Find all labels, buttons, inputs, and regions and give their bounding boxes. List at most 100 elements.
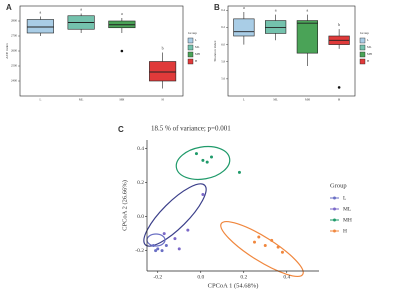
plot-border bbox=[227, 5, 356, 97]
y-tick-label: 6.2 bbox=[221, 25, 225, 29]
legend-title: Group bbox=[360, 31, 369, 35]
y-axis-title: CPCoA 2 (26.66%) bbox=[121, 180, 128, 231]
point bbox=[237, 170, 241, 174]
point bbox=[154, 249, 158, 253]
x-axis-title: CPCoA 1 (54.68%) bbox=[208, 282, 259, 289]
point bbox=[270, 238, 274, 242]
x-tick-label: L bbox=[39, 98, 41, 102]
point bbox=[263, 243, 267, 247]
y-tick-label: 5.6 bbox=[221, 77, 225, 81]
box bbox=[149, 61, 177, 82]
outlier bbox=[120, 49, 124, 53]
legend-title: Group bbox=[188, 31, 197, 35]
y-tick-label: 2500 bbox=[11, 64, 18, 68]
point bbox=[280, 250, 284, 254]
significance-letter: b bbox=[338, 22, 340, 27]
point bbox=[186, 228, 190, 232]
group-ellipse bbox=[175, 145, 231, 181]
y-tick-label: 6.0 bbox=[221, 42, 225, 46]
outlier bbox=[337, 86, 341, 89]
y-tick-label: 2400 bbox=[11, 79, 18, 83]
legend-label: ML bbox=[343, 206, 352, 212]
box bbox=[296, 20, 318, 54]
panel-label: A bbox=[6, 3, 12, 12]
legend-label: MH bbox=[367, 52, 373, 56]
y-tick-label: 2600 bbox=[11, 49, 18, 53]
y-tick-label: 0.4 bbox=[137, 146, 144, 152]
x-tick-label: 0.4 bbox=[283, 274, 290, 280]
box bbox=[233, 18, 255, 37]
legend-label: H bbox=[343, 228, 347, 234]
point bbox=[205, 160, 209, 164]
significance-letter: b bbox=[162, 45, 164, 50]
legend-swatch bbox=[333, 229, 336, 233]
significance-letter: a bbox=[121, 11, 123, 16]
legend-label: H bbox=[195, 59, 198, 63]
legend-swatch bbox=[187, 51, 194, 58]
x-tick-label: MH bbox=[119, 98, 125, 102]
significance-letter: a bbox=[243, 5, 245, 10]
x-tick-label: 0.0 bbox=[197, 274, 204, 280]
y-tick-label: -0.2 bbox=[135, 248, 144, 254]
significance-letter: a bbox=[80, 6, 82, 11]
significance-letter: a bbox=[39, 9, 41, 14]
x-tick-label: MH bbox=[305, 98, 311, 102]
legend-label: ML bbox=[367, 45, 372, 49]
legend-swatch bbox=[187, 37, 194, 44]
point bbox=[160, 249, 164, 253]
legend-swatch bbox=[187, 58, 194, 65]
legend-swatch bbox=[333, 207, 336, 211]
point bbox=[164, 243, 168, 247]
legend-label: L bbox=[195, 38, 197, 42]
point bbox=[201, 158, 205, 162]
point bbox=[276, 245, 280, 249]
point bbox=[210, 155, 213, 159]
legend-title: Group bbox=[330, 182, 347, 189]
y-axis-title: Shannon index bbox=[213, 40, 217, 61]
legend-swatch bbox=[333, 218, 336, 222]
point bbox=[156, 247, 160, 251]
point bbox=[194, 152, 198, 156]
point bbox=[253, 240, 256, 244]
legend-swatch bbox=[359, 58, 366, 65]
point bbox=[177, 247, 181, 251]
legend-label: MH bbox=[343, 217, 352, 223]
panel-label: C bbox=[118, 125, 124, 134]
point bbox=[151, 243, 155, 247]
y-tick-label: 5.8 bbox=[221, 59, 225, 63]
legend-label: L bbox=[367, 38, 369, 42]
legend-swatch bbox=[359, 44, 366, 51]
y-tick-label: 6.4 bbox=[221, 8, 225, 12]
panel-label: B bbox=[214, 3, 220, 12]
legend-swatch bbox=[359, 51, 366, 58]
point bbox=[162, 232, 166, 236]
x-tick-label: ML bbox=[79, 98, 84, 102]
legend-swatch bbox=[359, 37, 366, 44]
legend-label: H bbox=[367, 59, 370, 63]
chart-title: 18.5 % of variance; p=0.001 bbox=[151, 125, 231, 133]
y-axis-title: ACE index bbox=[5, 43, 9, 59]
x-tick-label: ML bbox=[273, 98, 278, 102]
x-tick-label: -0.2 bbox=[153, 274, 162, 280]
group-ellipse bbox=[220, 221, 304, 277]
significance-letter: a bbox=[306, 7, 308, 12]
x-tick-label: H bbox=[338, 98, 341, 102]
point bbox=[257, 235, 261, 239]
significance-letter: a bbox=[275, 7, 277, 12]
y-tick-label: 2800 bbox=[11, 19, 18, 23]
point bbox=[201, 192, 205, 196]
point bbox=[173, 237, 177, 241]
box bbox=[26, 19, 54, 34]
legend-swatch bbox=[187, 44, 194, 51]
legend-label: L bbox=[343, 195, 347, 201]
x-tick-label: L bbox=[243, 98, 245, 102]
x-tick-label: 0.2 bbox=[240, 274, 247, 280]
y-tick-label: 2700 bbox=[11, 34, 18, 38]
group-ellipse bbox=[143, 183, 207, 247]
legend-swatch bbox=[333, 196, 336, 200]
y-tick-label: 0.2 bbox=[137, 180, 144, 186]
legend-label: MH bbox=[195, 52, 201, 56]
y-tick-label: 0.0 bbox=[137, 214, 144, 220]
legend-label: ML bbox=[195, 45, 200, 49]
